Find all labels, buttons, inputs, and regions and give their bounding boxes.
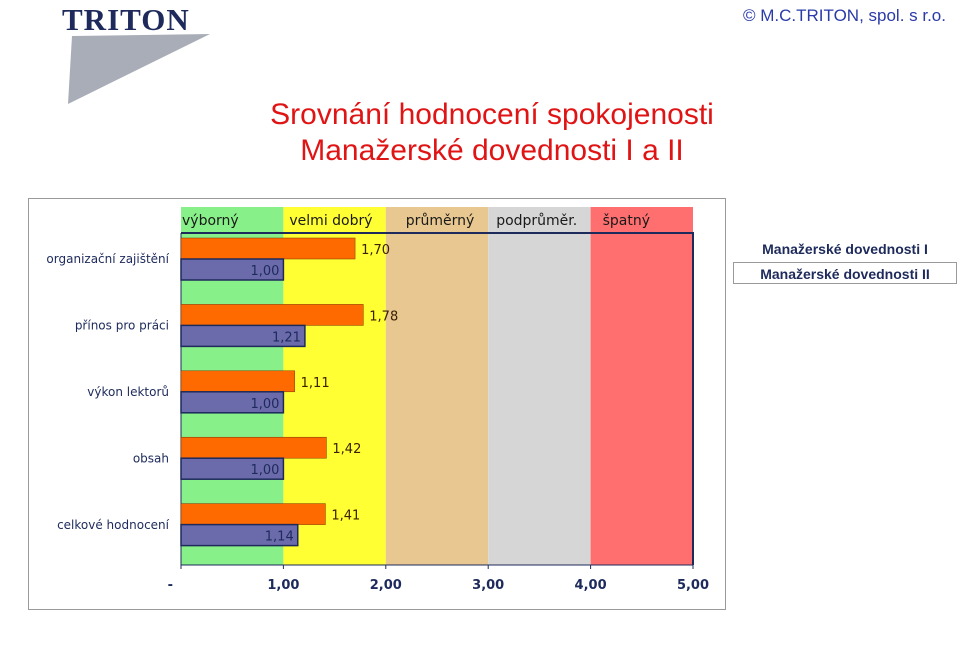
band-label: průměrný [406,213,474,229]
category-label: obsah [133,451,169,465]
x-tick-label: 4,00 [575,578,607,593]
band-label: podprůměr. [496,213,577,229]
category-label: přínos pro práci [75,319,169,333]
bar-series-b [180,324,306,348]
logo-swoosh [68,34,210,104]
data-label-series-a: 1,42 [332,442,361,457]
bar-series-a [180,370,295,393]
legend-entry-series-b: Manažerské dovednosti II [733,262,957,284]
data-label-series-b: 1,00 [250,264,279,279]
x-tick-label: 2,00 [370,578,402,593]
band-2 [385,207,489,565]
bar-series-a [180,304,364,326]
data-label-series-a: 1,78 [369,309,398,324]
data-label-series-a: 1,41 [331,509,360,524]
logo-text: TRITON [62,2,190,37]
bar-series-a [180,503,326,525]
triton-logo [68,34,210,104]
x-tick-label: 5,00 [677,578,709,593]
data-label-series-b: 1,14 [265,530,294,545]
band-3 [488,207,591,565]
chart-panel: výborný velmi dobrý průměrný podprůměr. špat… [28,198,726,610]
data-label-series-b: 1,21 [272,330,301,345]
bar-series-b [180,258,285,281]
category-label: celkové hodnocení [57,518,170,532]
copyright: © M.C.TRITON, spol. s r.o. [742,6,946,25]
bar-series-b [180,457,285,480]
band-label: špatný [603,213,650,229]
x-tick-label: 1,00 [267,578,299,593]
bar-series-a [180,237,356,260]
category-label: organizační zajištění [46,252,169,266]
page-subtitle: Manažerské dovednosti I a II [300,134,684,167]
legend-entry-series-a: Manažerské dovednosti I [762,241,928,257]
page-title: Srovnání hodnocení spokojenosti [270,98,714,131]
data-label-series-a: 1,70 [361,243,390,258]
bar-series-b [180,391,285,414]
data-label-series-a: 1,11 [301,376,330,391]
band-label: velmi dobrý [289,213,372,229]
bar-series-b [180,523,299,547]
x-tick-label: 3,00 [472,578,504,593]
data-label-series-b: 1,00 [250,397,279,412]
bar-series-a [180,436,327,459]
band-label: výborný [182,213,239,229]
band-4 [590,207,693,565]
chart-legend: Manažerské dovednosti I Manažerské doved… [733,238,957,284]
plot-frame [181,232,694,565]
category-label: výkon lektorů [87,385,169,399]
bar-chart: výborný velmi dobrý průměrný podprůměr. špat… [46,207,709,593]
data-label-series-b: 1,00 [250,463,279,478]
x-tick-label: - [168,578,173,593]
